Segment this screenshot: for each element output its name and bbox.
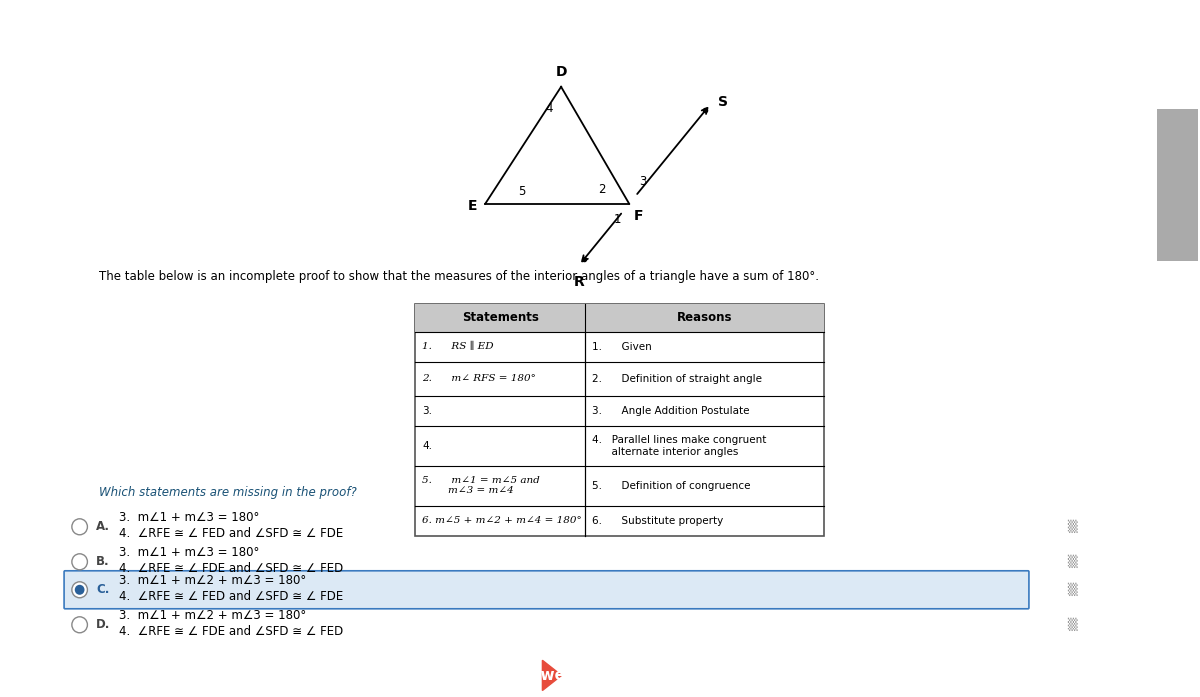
Polygon shape bbox=[7, 218, 35, 484]
Text: ▒: ▒ bbox=[1067, 583, 1076, 597]
Bar bbox=[415, 304, 823, 332]
Text: E: E bbox=[468, 199, 478, 213]
Text: 4.  ∠RFE ≅ ∠ FDE and ∠SFD ≅ ∠ FED: 4. ∠RFE ≅ ∠ FDE and ∠SFD ≅ ∠ FED bbox=[119, 562, 343, 575]
Circle shape bbox=[72, 617, 88, 633]
Circle shape bbox=[72, 554, 88, 569]
Text: 6.      Substitute property: 6. Substitute property bbox=[593, 516, 724, 526]
Text: 5.      m∠1 = m∠5 and
        m∠3 = m∠4: 5. m∠1 = m∠5 and m∠3 = m∠4 bbox=[422, 476, 540, 496]
Text: 4.   Parallel lines make congruent
      alternate interior angles: 4. Parallel lines make congruent alterna… bbox=[593, 435, 767, 457]
Text: C.: C. bbox=[96, 583, 109, 597]
Text: 2.      Definition of straight angle: 2. Definition of straight angle bbox=[593, 374, 762, 384]
Text: 4: 4 bbox=[546, 102, 553, 115]
Text: 3: 3 bbox=[640, 175, 647, 188]
Text: 3.: 3. bbox=[422, 406, 432, 416]
Text: 2.      m∠ RFS = 180°: 2. m∠ RFS = 180° bbox=[422, 374, 536, 383]
Text: B.: B. bbox=[96, 556, 110, 568]
Text: 27 of 36: 27 of 36 bbox=[1087, 14, 1158, 29]
Text: R: R bbox=[574, 275, 584, 289]
Polygon shape bbox=[542, 660, 562, 691]
Text: S: S bbox=[719, 95, 728, 109]
Circle shape bbox=[72, 582, 88, 598]
Text: ▒: ▒ bbox=[1067, 618, 1076, 631]
Text: F: F bbox=[634, 209, 643, 223]
Text: 4.  ∠RFE ≅ ∠ FED and ∠SFD ≅ ∠ FDE: 4. ∠RFE ≅ ∠ FED and ∠SFD ≅ ∠ FDE bbox=[119, 590, 343, 604]
Polygon shape bbox=[1166, 218, 1193, 484]
Text: 1: 1 bbox=[613, 213, 622, 227]
Text: 3.  m∠1 + m∠2 + m∠3 = 180°: 3. m∠1 + m∠2 + m∠3 = 180° bbox=[119, 609, 306, 622]
Circle shape bbox=[72, 519, 88, 535]
Text: ▒: ▒ bbox=[1067, 520, 1076, 533]
Text: The table below is an incomplete proof to show that the measures of the interior: The table below is an incomplete proof t… bbox=[100, 270, 820, 283]
Text: 4.  ∠RFE ≅ ∠ FDE and ∠SFD ≅ ∠ FED: 4. ∠RFE ≅ ∠ FDE and ∠SFD ≅ ∠ FED bbox=[119, 625, 343, 638]
Text: D.: D. bbox=[96, 618, 110, 631]
Text: 1.      Given: 1. Given bbox=[593, 342, 652, 352]
Text: 3.  m∠1 + m∠2 + m∠3 = 180°: 3. m∠1 + m∠2 + m∠3 = 180° bbox=[119, 574, 306, 588]
Text: 4.  ∠RFE ≅ ∠ FED and ∠SFD ≅ ∠ FDE: 4. ∠RFE ≅ ∠ FED and ∠SFD ≅ ∠ FDE bbox=[119, 528, 343, 540]
Text: A.: A. bbox=[96, 520, 110, 533]
Polygon shape bbox=[1122, 664, 1142, 687]
Text: Which statements are missing in the proof?: Which statements are missing in the proo… bbox=[100, 487, 356, 499]
Text: 2: 2 bbox=[598, 183, 606, 197]
Text: 3.      Angle Addition Postulate: 3. Angle Addition Postulate bbox=[593, 406, 750, 416]
Text: Reasons: Reasons bbox=[677, 312, 732, 324]
Text: 5: 5 bbox=[518, 185, 526, 198]
Text: 5.      Definition of congruence: 5. Definition of congruence bbox=[593, 481, 751, 491]
FancyBboxPatch shape bbox=[64, 571, 1028, 608]
Text: 3.  m∠1 + m∠3 = 180°: 3. m∠1 + m∠3 = 180° bbox=[119, 512, 259, 524]
Text: 4.: 4. bbox=[422, 441, 432, 451]
Text: D: D bbox=[556, 65, 566, 79]
Text: ▒: ▒ bbox=[1067, 555, 1076, 569]
Text: 3.  m∠1 + m∠3 = 180°: 3. m∠1 + m∠3 = 180° bbox=[119, 546, 259, 559]
Text: 1.      RS ∥ ED: 1. RS ∥ ED bbox=[422, 342, 493, 351]
Text: Powered by Linklt!: Powered by Linklt! bbox=[520, 668, 680, 683]
Circle shape bbox=[74, 585, 84, 595]
Text: Statements: Statements bbox=[462, 312, 539, 324]
Text: 6. m∠5 + m∠2 + m∠4 = 180°: 6. m∠5 + m∠2 + m∠4 = 180° bbox=[422, 516, 582, 526]
Polygon shape bbox=[58, 664, 78, 687]
Bar bbox=[415, 304, 823, 536]
Bar bbox=[1157, 109, 1198, 261]
